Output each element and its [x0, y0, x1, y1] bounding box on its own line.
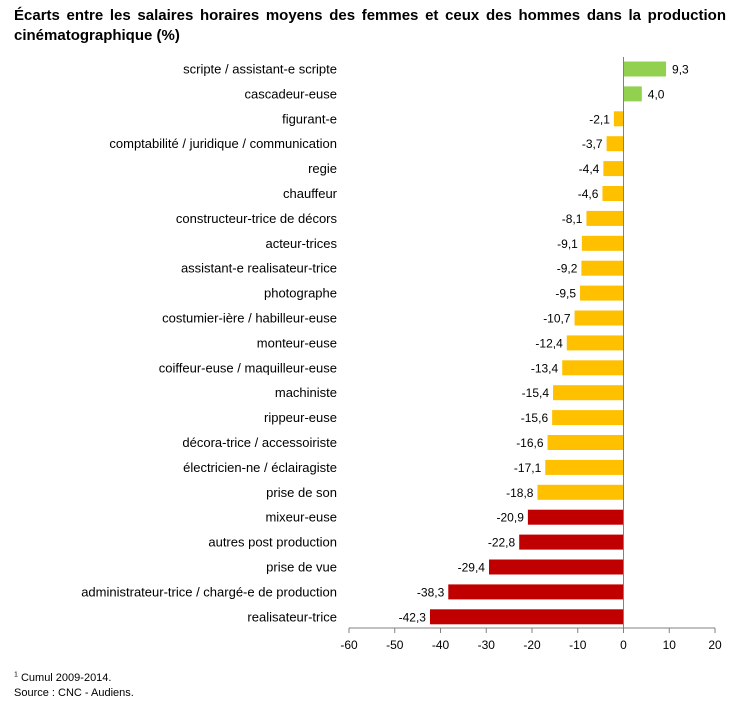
bar: [580, 285, 624, 301]
bar: [537, 484, 624, 500]
x-tick-label: 20: [708, 638, 722, 652]
category-label: chauffeur: [283, 186, 338, 201]
value-label: -29,4: [458, 561, 486, 575]
footnote-note-text: Cumul 2009-2014.: [20, 672, 112, 684]
bar: [603, 161, 624, 177]
category-label: costumier-ière / habilleur-euse: [162, 311, 337, 326]
category-label: rippeur-euse: [264, 410, 337, 425]
x-tick-label: -30: [478, 638, 496, 652]
category-label: figurant-e: [282, 111, 337, 126]
category-label: regie: [308, 161, 337, 176]
category-label: décora-trice / accessoiriste: [182, 435, 337, 450]
bar: [519, 534, 624, 550]
value-label: -3,7: [582, 137, 603, 151]
value-label: -4,6: [578, 187, 599, 201]
category-label: machiniste: [275, 385, 337, 400]
bar: [527, 509, 624, 525]
category-label: mixeur-euse: [265, 510, 337, 525]
category-label: monteur-euse: [257, 335, 337, 350]
category-label: autres post production: [208, 535, 337, 550]
bar: [581, 260, 624, 276]
footnote-note: 1 Cumul 2009-2014.: [14, 671, 134, 686]
category-label: scripte / assistant-e scripte: [183, 62, 337, 77]
x-tick-label: -20: [523, 638, 541, 652]
x-tick-label: -40: [432, 638, 450, 652]
bar: [586, 210, 624, 226]
bar: [547, 435, 624, 450]
bar: [623, 61, 667, 77]
bar: [566, 335, 624, 351]
x-tick-label: 0: [620, 638, 627, 652]
value-label: -22,8: [488, 536, 516, 550]
category-label: constructeur-trice de décors: [176, 211, 338, 226]
value-label: -2,1: [589, 112, 610, 126]
value-label: 4,0: [648, 87, 665, 101]
bar: [448, 584, 624, 600]
category-label: coiffeur-euse / maquilleur-euse: [159, 360, 337, 375]
category-label: prise de son: [266, 485, 337, 500]
category-label: administrateur-trice / chargé-e de produ…: [81, 584, 337, 599]
value-label: -42,3: [399, 610, 427, 624]
bar: [553, 385, 624, 401]
value-label: -15,6: [521, 411, 549, 425]
bar: [552, 410, 624, 426]
bar: [613, 111, 624, 127]
value-label: -12,4: [535, 336, 563, 350]
x-tick-label: -50: [386, 638, 404, 652]
value-label: -8,1: [562, 212, 583, 226]
value-label: -38,3: [417, 585, 445, 599]
bar: [623, 86, 642, 102]
bar: [562, 360, 624, 376]
category-label: cascadeur-euse: [245, 86, 338, 101]
bar: [602, 186, 624, 201]
category-label: électricien-ne / éclairagiste: [183, 460, 337, 475]
value-label: 9,3: [672, 63, 689, 77]
footnote-source: Source : CNC - Audiens.: [14, 687, 134, 699]
bar: [606, 136, 624, 152]
value-label: -15,4: [522, 386, 550, 400]
category-label: prise de vue: [266, 560, 337, 575]
bar: [545, 459, 624, 475]
value-label: -9,5: [555, 287, 576, 301]
value-label: -9,2: [557, 262, 578, 276]
x-tick-label: -10: [569, 638, 587, 652]
x-tick-label: 10: [663, 638, 677, 652]
value-label: -17,1: [514, 461, 542, 475]
value-label: -18,8: [506, 486, 534, 500]
category-label: photographe: [264, 286, 337, 301]
category-label: assistant-e realisateur-trice: [181, 261, 337, 276]
value-label: -4,4: [579, 162, 600, 176]
category-label: comptabilité / juridique / communication: [109, 136, 337, 151]
category-label: realisateur-trice: [247, 609, 337, 624]
footnote: 1 Cumul 2009-2014. Source : CNC - Audien…: [14, 671, 134, 701]
x-tick-label: -60: [340, 638, 358, 652]
bar: [429, 609, 624, 625]
footnote-marker: 1: [14, 671, 18, 679]
bar: [574, 310, 624, 326]
value-label: -9,1: [557, 237, 578, 251]
value-label: -20,9: [497, 511, 525, 525]
value-label: -13,4: [531, 361, 559, 375]
bar: [581, 235, 624, 251]
bar: [488, 559, 624, 575]
category-label: acteur-trices: [265, 236, 337, 251]
value-label: -10,7: [543, 312, 571, 326]
value-label: -16,6: [516, 436, 544, 450]
chart-title: Écarts entre les salaires horaires moyen…: [14, 7, 726, 44]
